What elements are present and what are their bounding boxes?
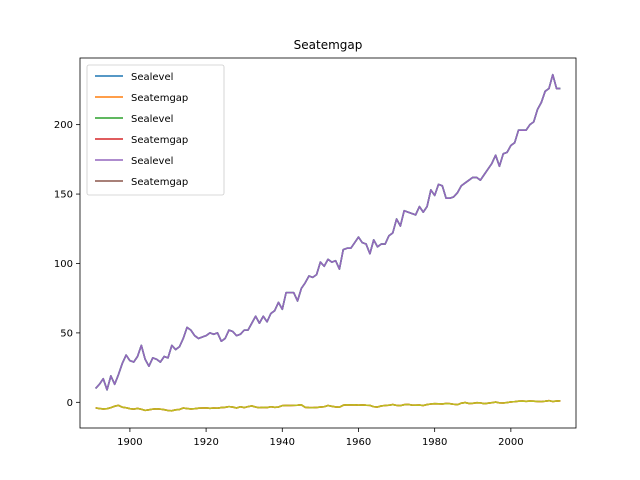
x-tick-label: 2000 — [498, 437, 523, 448]
x-tick-label: 1900 — [117, 437, 142, 448]
plot-lines — [95, 73, 561, 412]
series-line-6-seatemgap — [95, 399, 561, 412]
y-tick-label: 150 — [54, 190, 73, 201]
chart-title: Seatemgap — [294, 38, 363, 52]
plot-frame — [79, 57, 577, 429]
y-tick-label: 200 — [54, 120, 73, 131]
legend-label: Sealevel — [131, 156, 173, 167]
x-tick-label: 1920 — [193, 437, 218, 448]
x-tick-label: 1980 — [422, 437, 447, 448]
x-tick-label: 1940 — [270, 437, 295, 448]
x-tick-label: 1960 — [346, 437, 371, 448]
y-tick-label: 0 — [67, 398, 73, 409]
y-axis-ticks: 0 50 100 150 200 — [54, 120, 80, 409]
legend-label: Seatemgap — [131, 177, 188, 188]
legend-label: Sealevel — [131, 72, 173, 83]
legend-label: Seatemgap — [131, 135, 188, 146]
legend-label: Seatemgap — [131, 93, 188, 104]
x-axis-ticks: 1900 1920 1940 1960 1980 2000 — [117, 428, 524, 448]
y-tick-label: 100 — [54, 259, 73, 270]
y-tick-label: 50 — [60, 328, 73, 339]
legend-box — [86, 64, 225, 196]
legend-label: Sealevel — [131, 114, 173, 125]
legend: Sealevel Seatemgap Sealevel Seatemgap Sealev… — [86, 64, 225, 196]
series-line-5-sealevel — [95, 73, 561, 391]
